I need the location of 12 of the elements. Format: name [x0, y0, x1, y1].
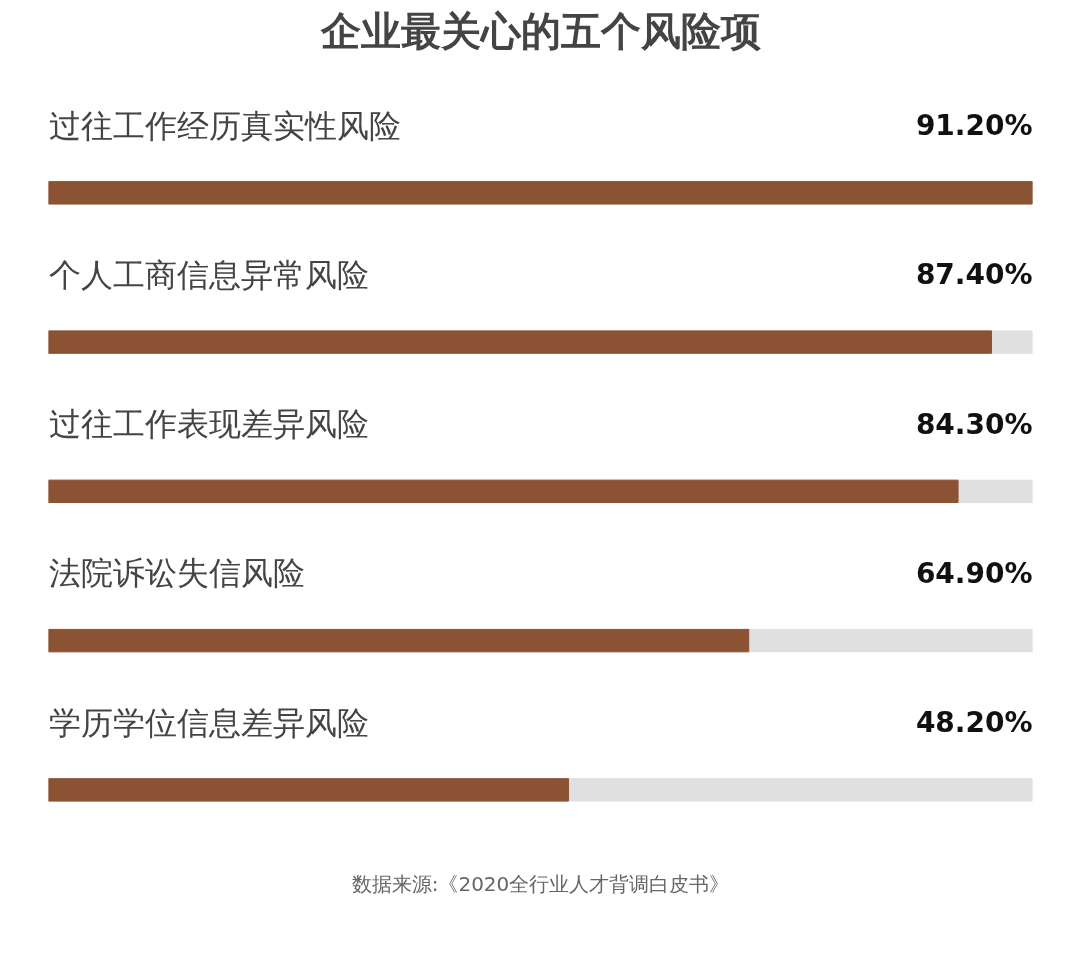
source-note: 数据来源:《2020全行业人才背调白皮书》	[351, 871, 730, 896]
y-tick-label: 个人工商信息异常风险	[48, 255, 369, 294]
data-label: 64.90%	[915, 556, 1033, 590]
data-label: 91.20%	[915, 109, 1033, 143]
y-tick-label: 学历学位信息差异风险	[48, 703, 369, 742]
data-label: 48.20%	[915, 706, 1033, 740]
data-label: 84.30%	[915, 407, 1033, 441]
y-tick-label: 过往工作经历真实性风险	[48, 106, 401, 145]
data-label: 87.40%	[915, 258, 1033, 292]
y-tick-label: 法院诉讼失信风险	[48, 554, 305, 593]
y-tick-label: 过往工作表现差异风险	[48, 405, 369, 444]
chart-title: 企业最关心的五个风险项	[319, 7, 761, 54]
